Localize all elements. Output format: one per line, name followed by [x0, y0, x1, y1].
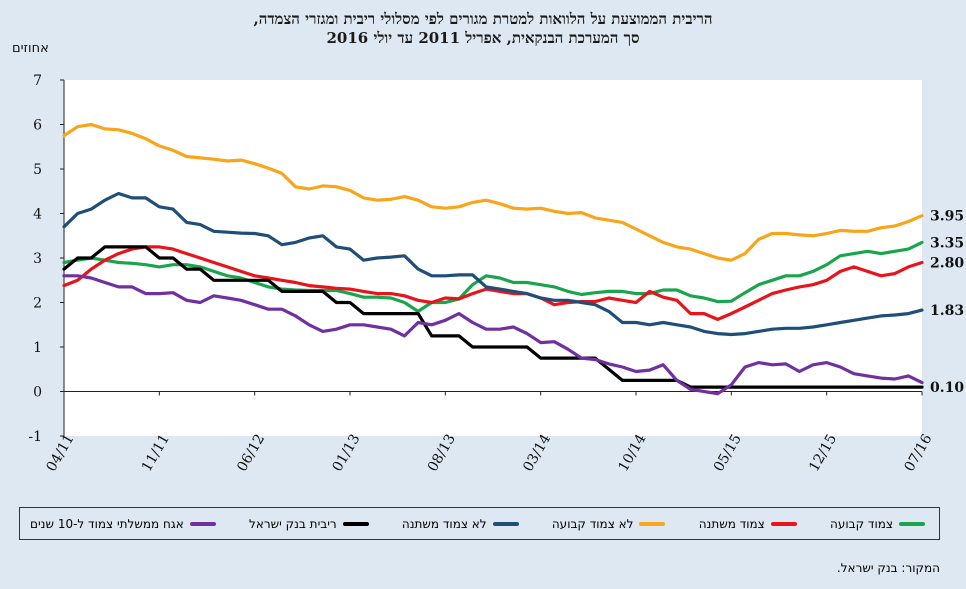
legend-item: אגח ממשלתי צמוד ל-10 שנים [30, 517, 216, 531]
y-tick-label: 4 [33, 207, 42, 223]
legend-label: לא צמוד קבועה [551, 516, 634, 531]
x-tick-label: 08/13 [425, 432, 459, 475]
x-tick-label: 04/11 [44, 432, 78, 475]
legend-swatch [492, 521, 519, 526]
y-tick-label: -1 [28, 429, 42, 445]
legend-swatch [342, 521, 369, 526]
x-tick-label: 06/12 [234, 432, 268, 475]
x-tick-label: 01/13 [330, 432, 364, 475]
source-note: המקור: בנק ישראל. [836, 561, 940, 575]
end-value-label: 3.95 [930, 209, 964, 225]
legend-item: ריבית בנק ישראל [249, 517, 369, 531]
y-tick-label: 3 [33, 251, 42, 267]
series-line-4 [62, 191, 924, 337]
chart-title-line-1: הריבית הממוצעת על הלוואות למטרת מגורים ל… [253, 10, 713, 28]
legend-label: צמוד משתנה [698, 516, 765, 531]
y-tick-label: 5 [33, 162, 42, 178]
series-line-1 [62, 240, 924, 313]
legend-label: אגח ממשלתי צמוד ל-10 שנים [30, 516, 184, 531]
legend-swatch [189, 521, 216, 526]
line-chart: -1 0 1 2 3 4 5 6 7 אחוזים 04/11 11/11 06/12 01/13 08/1… [12, 41, 964, 475]
end-value-label: 0.10 [930, 380, 964, 396]
plot-area [64, 80, 922, 436]
series-line-5 [62, 245, 924, 389]
y-tick-label: 1 [33, 340, 42, 356]
chart-legend: צמוד קבועה צמוד משתנה לא צמוד קבועה לא צמוד… [19, 507, 940, 540]
x-tick-label: 12/15 [806, 432, 840, 475]
y-tick-label: 6 [33, 118, 42, 134]
y-axis-label: אחוזים [12, 41, 49, 56]
x-tick-label: 11/11 [139, 432, 173, 475]
legend-item: לא צמוד משתנה [402, 517, 519, 531]
legend-swatch [639, 521, 666, 526]
legend-item: צמוד קבועה [830, 517, 925, 531]
x-tick-label: 05/15 [711, 432, 745, 475]
chart-title-line-2: סך המערכת הבנקאית, אפריל 2011 עד יולי 20… [326, 29, 640, 47]
legend-label: ריבית בנק ישראל [249, 516, 337, 531]
y-tick-label: 2 [33, 296, 42, 312]
chart-title: הריבית הממוצעת על הלוואות למטרת מגורים ל… [0, 10, 966, 48]
legend-label: צמוד קבועה [830, 516, 893, 531]
legend-swatch [770, 521, 797, 526]
legend-item: לא צמוד קבועה [552, 517, 666, 531]
x-tick-label: 03/14 [520, 431, 554, 474]
series-line-2 [62, 245, 924, 321]
y-tick-label: 0 [33, 385, 42, 401]
legend-item: צמוד משתנה [699, 517, 797, 531]
x-tick-label: 07/16 [902, 431, 936, 474]
y-tick-label: 7 [33, 73, 42, 89]
series-line-3 [62, 122, 924, 262]
x-tick-label: 10/14 [616, 431, 650, 474]
series-line-6 [62, 274, 924, 396]
legend-label: לא צמוד משתנה [401, 516, 487, 531]
legend-swatch [899, 521, 925, 526]
end-value-label: 3.35 [930, 235, 964, 251]
end-value-label: 2.80 [930, 255, 964, 271]
end-value-label: 1.83 [930, 303, 964, 319]
